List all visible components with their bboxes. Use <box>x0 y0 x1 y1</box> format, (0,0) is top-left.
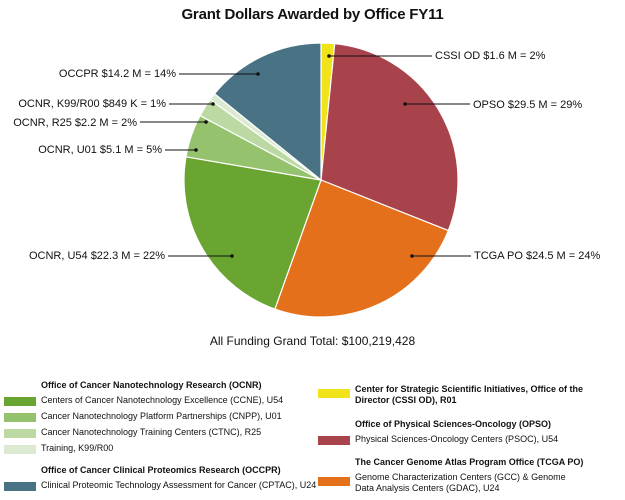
pie-slices <box>183 42 459 318</box>
legend-item: Cancer Nanotechnology Training Centers (… <box>4 426 304 442</box>
leader-dot-ocnr-r25 <box>204 120 208 124</box>
pie-slice-tcga <box>274 179 450 318</box>
slice-label-ocnr-u54: OCNR, U54 $22.3 M = 22% <box>29 250 165 262</box>
legend-group: Center for Strategic Scientific Initiati… <box>318 383 618 409</box>
pie-slice-occpr <box>213 42 322 182</box>
leader-dot-ocnr-k99 <box>211 102 215 106</box>
leader-lines <box>140 54 471 258</box>
slice-label-ocnr-r25: OCNR, R25 $2.2 M = 2% <box>13 117 137 129</box>
leader-dot-occpr <box>256 72 260 76</box>
pie-slice-ocnr-u54 <box>183 156 322 310</box>
legend-group-title: The Cancer Genome Atlas Program Office (… <box>355 457 584 467</box>
leader-dot-opso <box>403 102 407 106</box>
legend-group-title: Office of Physical Sciences-Oncology (OP… <box>355 419 552 429</box>
slice-label-occpr: OCCPR $14.2 M = 14% <box>59 68 176 80</box>
legend-item: Physical Sciences-Oncology Centers (PSOC… <box>318 433 618 449</box>
legend-item-label: Physical Sciences-Oncology Centers (PSOC… <box>355 434 559 444</box>
legend-item: Clinical Proteomic Technology Assessment… <box>4 479 316 495</box>
slice-label-tcga: TCGA PO $24.5 M = 24% <box>474 250 600 262</box>
legend-item-label: Genome Characterization Centers (GCC) & … <box>355 472 566 493</box>
slice-label-ocnr-k99: OCNR, K99/R00 $849 K = 1% <box>18 98 166 110</box>
legend-group-title: Office of Cancer Nanotechnology Research… <box>41 380 262 390</box>
legend-item-label: Center for Strategic Scientific Initiati… <box>355 384 584 405</box>
leader-dot-tcga <box>410 254 414 258</box>
legend-item: Cancer Nanotechnology Platform Partnersh… <box>4 410 304 426</box>
legend-item: Genome Characterization Centers (GCC) & … <box>318 471 618 497</box>
slice-label-ocnr-u01: OCNR, U01 $5.1 M = 5% <box>38 144 162 156</box>
leader-dot-cssi <box>327 54 331 58</box>
legend-swatch <box>4 482 36 491</box>
legend-item-label: Cancer Nanotechnology Training Centers (… <box>41 427 262 437</box>
leader-dot-ocnr-u54 <box>230 254 234 258</box>
legend-group: Office of Cancer Clinical Proteomics Res… <box>4 465 316 495</box>
legend-swatch <box>318 389 350 398</box>
legend-item: Center for Strategic Scientific Initiati… <box>318 383 618 409</box>
legend-item: Training, K99/R00 <box>4 442 304 458</box>
slice-labels: CSSI OD $1.6 M = 2% OPSO $29.5 M = 29% TCG… <box>13 50 600 262</box>
legend-item-label: Cancer Nanotechnology Platform Partnersh… <box>41 411 282 421</box>
slice-label-cssi: CSSI OD $1.6 M = 2% <box>435 50 546 62</box>
legend-item-label: Centers of Cancer Nanotechnology Excelle… <box>41 395 284 405</box>
legend-item-label: Training, K99/R00 <box>41 443 114 453</box>
grand-total: All Funding Grand Total: $100,219,428 <box>209 334 416 348</box>
legend-group: Office of Physical Sciences-Oncology (OP… <box>318 419 618 449</box>
legend-group: Office of Cancer Nanotechnology Research… <box>4 380 304 458</box>
legend-item: Centers of Cancer Nanotechnology Excelle… <box>4 394 304 410</box>
legend-group: The Cancer Genome Atlas Program Office (… <box>318 457 618 497</box>
leader-dot-ocnr-u01 <box>194 148 198 152</box>
legend-swatch <box>4 397 36 406</box>
pie-chart: CSSI OD $1.6 M = 2% OPSO $29.5 M = 29% TCG… <box>13 42 600 318</box>
chart-title: Grant Dollars Awarded by Office FY11 <box>181 6 444 23</box>
legend-group-title: Office of Cancer Clinical Proteomics Res… <box>41 465 281 475</box>
legend-swatch <box>318 477 350 486</box>
legend-swatch <box>4 413 36 422</box>
pie-slice-opso <box>320 43 459 232</box>
legend-swatch <box>4 445 36 454</box>
legend-item-label: Clinical Proteomic Technology Assessment… <box>41 480 317 490</box>
slice-label-opso: OPSO $29.5 M = 29% <box>473 99 582 111</box>
legend-swatch <box>4 429 36 438</box>
legend-swatch <box>318 436 350 445</box>
